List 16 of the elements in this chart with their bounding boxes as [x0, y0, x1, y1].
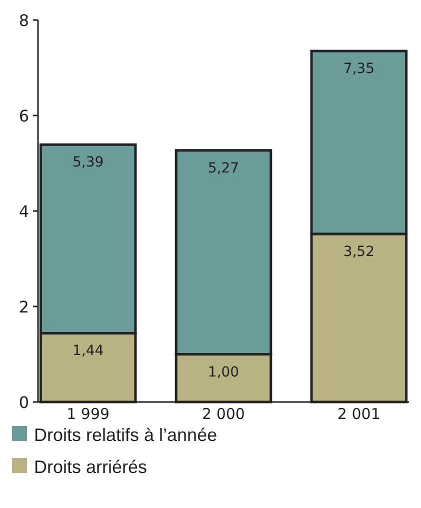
x-tick-label: 2 000 — [202, 405, 245, 423]
legend-label: Droits relatifs à l’année — [34, 425, 218, 445]
x-tick-label: 2 001 — [337, 405, 380, 423]
data-label: 3,52 — [343, 244, 374, 260]
data-label: 1,44 — [72, 343, 104, 360]
total-label: 5,27 — [208, 160, 240, 176]
total-label: 5,39 — [72, 154, 104, 171]
y-tick-label: 2 — [18, 298, 29, 316]
x-tick-label: 1 999 — [66, 405, 110, 423]
y-tick-label: 6 — [18, 106, 29, 126]
total-label: 7,35 — [343, 61, 374, 78]
data-label: 1,00 — [208, 364, 240, 380]
y-tick-label: 8 — [18, 11, 29, 30]
y-tick-label: 4 — [18, 202, 29, 221]
y-tick-label: 0 — [18, 393, 29, 412]
legend-label: Droits arriérés — [34, 457, 148, 477]
